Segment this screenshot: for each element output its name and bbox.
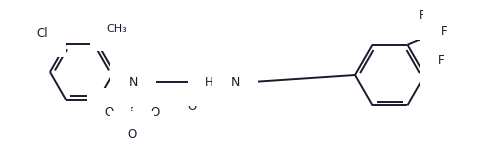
Text: O: O	[188, 100, 197, 114]
Text: O: O	[105, 105, 114, 118]
Text: HN: HN	[205, 76, 223, 88]
Text: O: O	[127, 129, 137, 142]
Text: N: N	[230, 76, 240, 88]
Text: F: F	[438, 54, 445, 67]
Text: O: O	[150, 105, 159, 118]
Text: Cl: Cl	[36, 27, 48, 40]
Text: CH₃: CH₃	[107, 24, 127, 34]
Text: F: F	[419, 9, 426, 22]
Text: F: F	[441, 25, 448, 38]
Text: N: N	[128, 76, 138, 88]
Text: S: S	[128, 105, 136, 118]
